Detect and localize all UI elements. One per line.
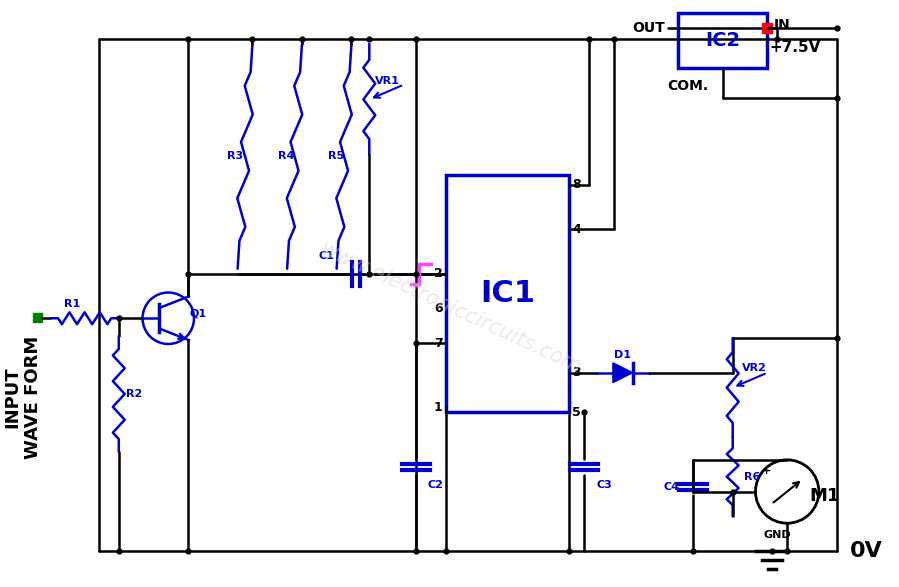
Text: IN: IN <box>774 18 790 32</box>
Text: R1: R1 <box>64 299 80 309</box>
Text: D1: D1 <box>614 350 631 360</box>
Text: GND: GND <box>763 530 791 540</box>
Text: 3: 3 <box>573 366 581 379</box>
Text: IC1: IC1 <box>480 279 535 308</box>
Text: 5: 5 <box>573 406 581 419</box>
Text: INPUT
WAVE FORM: INPUT WAVE FORM <box>4 336 42 459</box>
Text: R3: R3 <box>227 151 243 161</box>
Bar <box>32 313 41 322</box>
Text: C2: C2 <box>428 480 443 490</box>
Text: C4: C4 <box>663 481 680 491</box>
Text: OUT: OUT <box>632 21 665 35</box>
Text: 8: 8 <box>573 178 581 191</box>
Bar <box>678 14 768 68</box>
Text: www.electroniccircuits.com: www.electroniccircuits.com <box>316 239 584 378</box>
Text: VR2: VR2 <box>742 363 767 373</box>
Polygon shape <box>613 363 633 383</box>
Text: R4: R4 <box>278 151 294 161</box>
Text: Q1: Q1 <box>190 308 207 318</box>
Text: C3: C3 <box>596 480 612 490</box>
Text: 6: 6 <box>434 302 442 315</box>
Text: COM.: COM. <box>668 79 708 93</box>
Text: 7: 7 <box>434 336 442 349</box>
Text: 0V: 0V <box>850 541 883 561</box>
Bar <box>446 175 569 412</box>
Text: IC2: IC2 <box>705 31 741 50</box>
Text: R2: R2 <box>127 389 143 399</box>
Text: 4: 4 <box>573 222 581 235</box>
Text: R5: R5 <box>327 151 343 161</box>
Text: VR1: VR1 <box>375 76 399 86</box>
Text: C1: C1 <box>319 251 334 261</box>
Text: 2: 2 <box>434 267 442 280</box>
Text: R6: R6 <box>744 472 761 482</box>
Text: M1: M1 <box>810 487 840 505</box>
Text: 1: 1 <box>434 401 442 414</box>
Text: +7.5V: +7.5V <box>770 41 821 55</box>
Text: +: + <box>762 466 771 476</box>
